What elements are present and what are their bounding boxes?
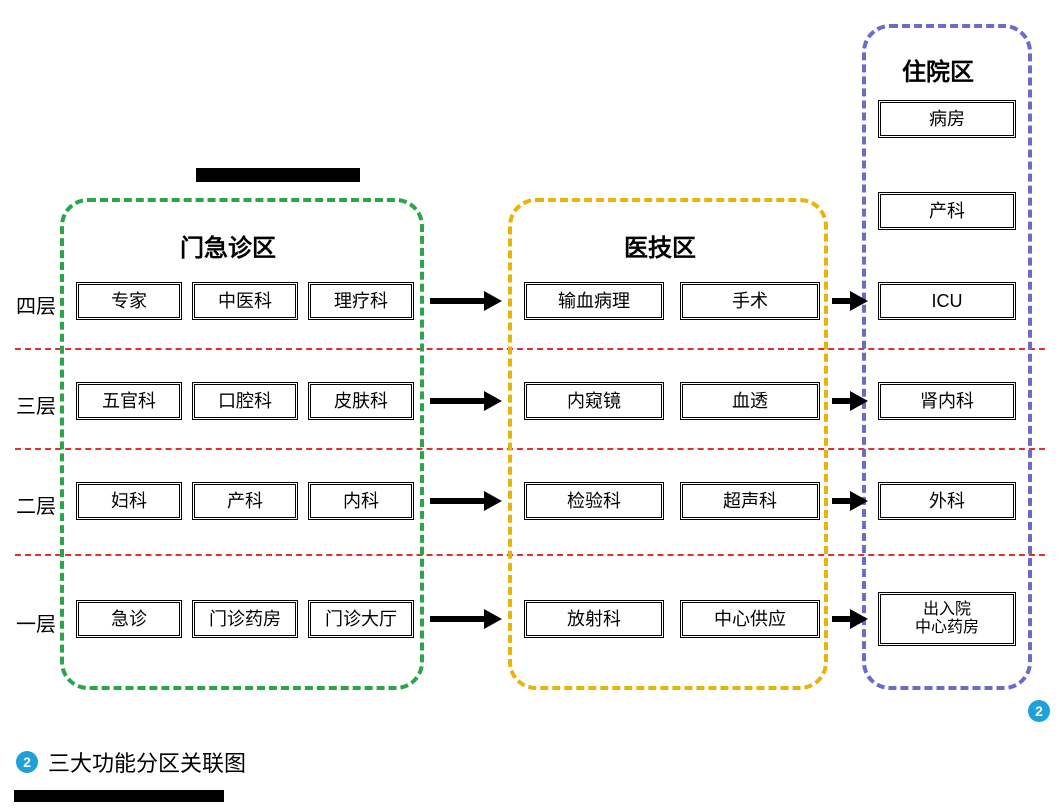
dept-box: 皮肤科 bbox=[308, 382, 414, 420]
dept-box: 血透 bbox=[680, 382, 820, 420]
dept-box: 理疗科 bbox=[308, 282, 414, 320]
dept-box: 门诊大厅 bbox=[308, 600, 414, 638]
dept-box: 五官科 bbox=[76, 382, 182, 420]
dept-box: 手术 bbox=[680, 282, 820, 320]
floor-label: 二层 bbox=[6, 490, 56, 519]
dept-box: 专家 bbox=[76, 282, 182, 320]
dept-box: 中医科 bbox=[192, 282, 298, 320]
figure-number-badge: 2 bbox=[1028, 700, 1050, 722]
zone-title-inpatient: 住院区 bbox=[902, 52, 974, 87]
dept-box: 外科 bbox=[878, 482, 1016, 520]
figure-caption: 2 三大功能分区关联图 bbox=[16, 746, 246, 778]
dept-box: 出入院中心药房 bbox=[878, 592, 1016, 646]
zone-title-medtech: 医技区 bbox=[624, 228, 696, 263]
dept-box: 病房 bbox=[878, 100, 1016, 138]
dept-box: 输血病理 bbox=[524, 282, 664, 320]
dept-box: ICU bbox=[878, 282, 1016, 320]
hospital-zone-diagram: 门急诊区 医技区 住院区 四层 三层 二层 一层 专家中医科理疗科五官科口腔科皮… bbox=[0, 0, 1059, 808]
floor-label: 三层 bbox=[6, 390, 56, 419]
black-bar bbox=[196, 168, 360, 182]
dept-box: 内科 bbox=[308, 482, 414, 520]
dept-box: 妇科 bbox=[76, 482, 182, 520]
dept-box: 放射科 bbox=[524, 600, 664, 638]
floor-label: 一层 bbox=[6, 608, 56, 637]
dept-box: 产科 bbox=[192, 482, 298, 520]
caption-underline bbox=[14, 790, 224, 802]
floor-label: 四层 bbox=[6, 290, 56, 319]
dept-box: 中心供应 bbox=[680, 600, 820, 638]
caption-number-badge: 2 bbox=[16, 751, 38, 773]
dept-box: 内窥镜 bbox=[524, 382, 664, 420]
dept-box: 口腔科 bbox=[192, 382, 298, 420]
dept-box: 检验科 bbox=[524, 482, 664, 520]
dept-box: 产科 bbox=[878, 192, 1016, 230]
dept-box: 急诊 bbox=[76, 600, 182, 638]
caption-text: 三大功能分区关联图 bbox=[48, 746, 246, 778]
dept-box: 肾内科 bbox=[878, 382, 1016, 420]
zone-title-outpatient: 门急诊区 bbox=[180, 228, 276, 263]
dept-box: 超声科 bbox=[680, 482, 820, 520]
dept-box: 门诊药房 bbox=[192, 600, 298, 638]
